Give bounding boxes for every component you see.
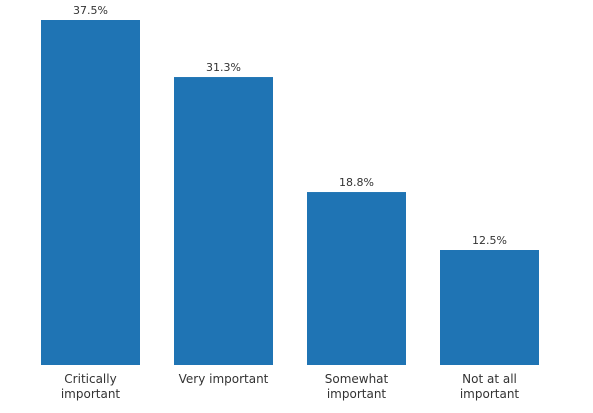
- x-tick-label: Somewhat important: [324, 372, 389, 401]
- bar: [307, 192, 406, 365]
- value-label: 18.8%: [339, 176, 374, 189]
- x-tick-label: Very important: [178, 372, 269, 386]
- bar: [174, 77, 273, 365]
- value-label: 31.3%: [206, 61, 241, 74]
- value-label: 37.5%: [73, 4, 108, 17]
- bar: [41, 20, 140, 365]
- value-label: 12.5%: [472, 234, 507, 247]
- bar: [440, 250, 539, 365]
- x-tick-label: Critically important: [60, 372, 121, 401]
- x-tick-label: Not at all important: [459, 372, 520, 401]
